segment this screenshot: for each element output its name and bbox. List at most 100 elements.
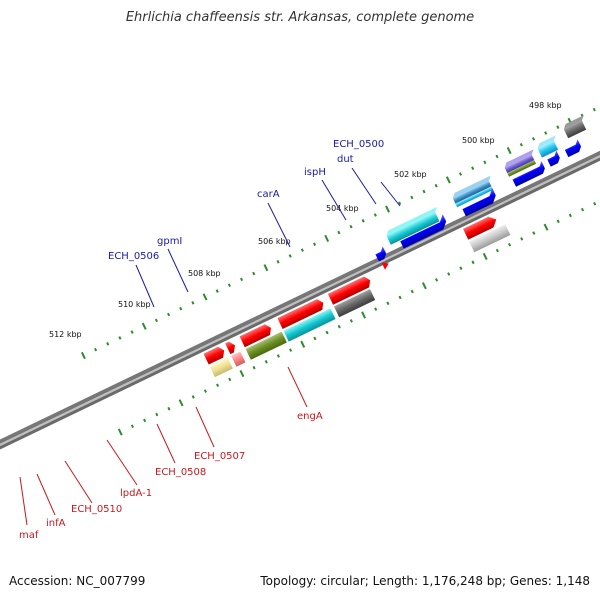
scale-dot-inner-39 [593, 201, 597, 206]
scale-dot-inner-27 [447, 272, 451, 276]
label-ECH_0500[interactable]: ECH_0500 [333, 139, 384, 150]
scale-dot-outer-38 [544, 131, 548, 135]
gene-blue-3[interactable] [511, 161, 547, 187]
scale-dot-inner-13 [276, 354, 280, 358]
label-gpmI[interactable]: gpmI [157, 236, 182, 247]
gene-ECH_0508-sub[interactable] [333, 289, 376, 318]
scale-dot-inner-17 [325, 330, 329, 335]
scale-dot-outer-37 [531, 137, 536, 141]
scale-dots-outer [80, 107, 596, 360]
scale-dot-inner-33 [520, 237, 524, 241]
map-title: Ehrlichia chaffeensis str. Arkansas, com… [125, 10, 475, 25]
scale-dot-outer-20 [324, 234, 330, 242]
reverse-labels: engA ECH_0507 ECH_0508 lpdA-1 ECH_0510 i… [19, 411, 323, 541]
scale-label-510: 510 kbp [118, 300, 151, 309]
scale-dot-outer-22 [349, 224, 353, 229]
scale-dot-inner-22 [386, 301, 390, 306]
scale-dot-outer-36 [519, 142, 523, 147]
gene-ECH_0500[interactable] [562, 115, 590, 139]
scale-dot-outer-23 [361, 219, 365, 223]
gene-engA[interactable] [463, 214, 499, 240]
gene-ECH_0508[interactable] [327, 275, 373, 305]
gene-engA-sub[interactable] [469, 224, 511, 253]
gene-ispH-top[interactable] [503, 149, 540, 177]
scale-dot-inner-14 [289, 348, 293, 352]
scale-dot-outer-19 [312, 242, 317, 247]
scale-dot-inner-18 [337, 324, 341, 329]
scale-dot-outer-27 [410, 195, 414, 200]
scale-dot-outer-8 [179, 306, 183, 311]
scale-dot-outer-21 [337, 230, 341, 235]
scale-label-512: 512 kbp [49, 330, 82, 339]
scale-dot-outer-11 [215, 289, 219, 293]
scale-labels: 498 kbp 500 kbp 502 kbp 504 kbp 506 kbp … [49, 101, 562, 339]
scale-dot-outer-34 [495, 154, 499, 159]
scale-dot-outer-6 [154, 318, 158, 323]
label-dut[interactable]: dut [337, 154, 354, 165]
scale-dot-outer-4 [130, 330, 134, 334]
gene-lpdA-1-sub[interactable] [283, 308, 336, 342]
scale-dot-inner-6 [191, 395, 195, 399]
scale-dot-inner-31 [495, 248, 499, 253]
gene-gpmI[interactable] [385, 206, 443, 245]
scale-dot-outer-12 [227, 283, 231, 288]
gene-carA[interactable] [451, 175, 497, 208]
gene-blue-2[interactable] [460, 188, 499, 217]
scale-dot-outer-17 [288, 254, 292, 258]
forward-leaders [135, 167, 401, 308]
scale-dot-inner-12 [264, 360, 268, 364]
gene-infA[interactable] [225, 340, 237, 355]
label-ispH[interactable]: ispH [304, 167, 326, 178]
scale-dot-inner-37 [568, 213, 572, 218]
scale-dot-outer-16 [276, 260, 280, 264]
scale-dot-outer-33 [483, 160, 487, 165]
gene-infA-sub[interactable] [231, 351, 246, 367]
scale-dot-inner-16 [313, 336, 317, 341]
scale-dot-inner-11 [252, 365, 256, 370]
scale-dot-inner-38 [580, 207, 585, 212]
scale-dot-outer-32 [471, 166, 475, 170]
gene-blue-5[interactable] [563, 139, 583, 158]
scale-dot-outer-39 [556, 125, 560, 129]
scale-dot-inner-9 [228, 377, 232, 382]
label-ECH_0508[interactable]: ECH_0508 [155, 467, 206, 478]
gene-dut[interactable] [536, 135, 562, 158]
forward-labels: ECH_0500 dut ispH carA gpmI ECH_0506 [108, 139, 384, 262]
label-carA[interactable]: carA [257, 189, 280, 200]
label-infA[interactable]: infA [46, 518, 66, 529]
scale-dot-outer-7 [167, 312, 171, 317]
scale-dot-inner-34 [532, 231, 536, 235]
gene-blue-1[interactable] [398, 214, 449, 249]
label-maf[interactable]: maf [19, 530, 39, 541]
scale-dot-inner-28 [459, 266, 463, 270]
scale-dot-outer-30 [445, 176, 451, 184]
gene-lpdA-1[interactable] [277, 297, 325, 329]
label-engA[interactable]: engA [297, 411, 323, 422]
reverse-genes [203, 214, 511, 378]
gene-blue-4[interactable] [546, 150, 562, 167]
label-ECH_0506[interactable]: ECH_0506 [108, 251, 159, 262]
gene-ECH_0510[interactable] [239, 323, 274, 348]
scale-dot-outer-10 [202, 293, 208, 301]
scale-dot-outer-29 [434, 183, 438, 188]
label-ECH_0507[interactable]: ECH_0507 [194, 451, 245, 462]
scale-dot-outer-24 [373, 213, 377, 217]
gene-maf-sub[interactable] [209, 357, 233, 378]
scale-dot-outer-25 [385, 205, 390, 213]
gene-blue-6[interactable] [374, 246, 388, 262]
scale-dot-inner-1 [130, 424, 134, 429]
label-lpdA-1[interactable]: lpdA-1 [120, 488, 152, 499]
scale-dot-inner-36 [556, 219, 560, 224]
label-ECH_0510[interactable]: ECH_0510 [71, 504, 122, 515]
gene-ECH_0507[interactable] [381, 260, 391, 270]
gene-ECH_0510-sub[interactable] [245, 331, 287, 360]
scale-dot-inner-25 [421, 282, 427, 290]
gene-maf[interactable] [203, 345, 227, 365]
scale-dot-outer-18 [300, 248, 304, 252]
scale-dot-inner-2 [143, 418, 147, 423]
scale-dot-inner-5 [178, 399, 184, 407]
scale-dot-inner-29 [471, 260, 475, 265]
scale-dots-inner [117, 201, 597, 436]
accession-text: Accession: NC_007799 [9, 574, 146, 588]
